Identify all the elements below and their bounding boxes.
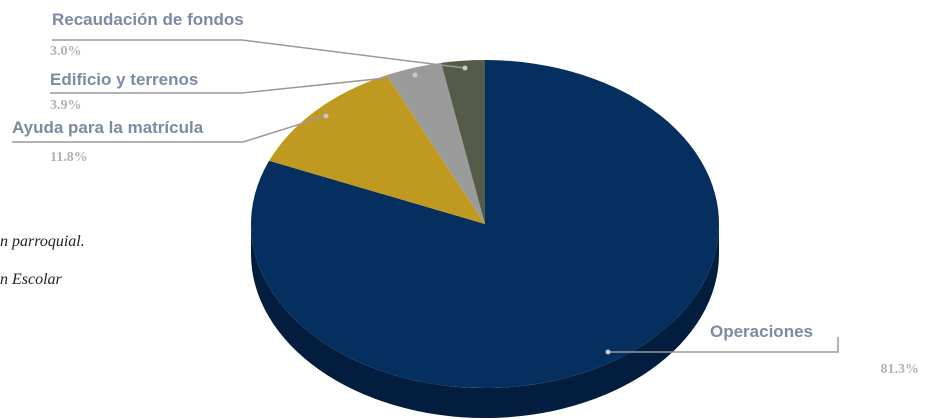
slice-value-recaudacion-de-fondos: 3.0% [50, 44, 82, 59]
slice-label-edificio-y-terrenos: Edificio y terrenos [50, 70, 198, 89]
leader-line-recaudacion-de-fondos [52, 40, 465, 68]
pie-top-group [251, 60, 719, 388]
slice-label-operaciones: Operaciones [710, 322, 813, 341]
leader-dot-edificio-y-terrenos [413, 73, 418, 78]
leader-dot-recaudacion-de-fondos [463, 66, 468, 71]
slice-value-operaciones: 81.3% [881, 362, 920, 377]
slice-value-ayuda-para-la-matricula: 11.8% [50, 150, 88, 165]
leader-dot-operaciones [606, 350, 611, 355]
leader-dot-ayuda-para-la-matricula [324, 114, 329, 119]
slice-label-recaudacion-de-fondos: Recaudación de fondos [52, 10, 244, 29]
slice-label-ayuda-para-la-matricula: Ayuda para la matrícula [12, 118, 204, 137]
slice-value-edificio-y-terrenos: 3.9% [50, 98, 82, 113]
